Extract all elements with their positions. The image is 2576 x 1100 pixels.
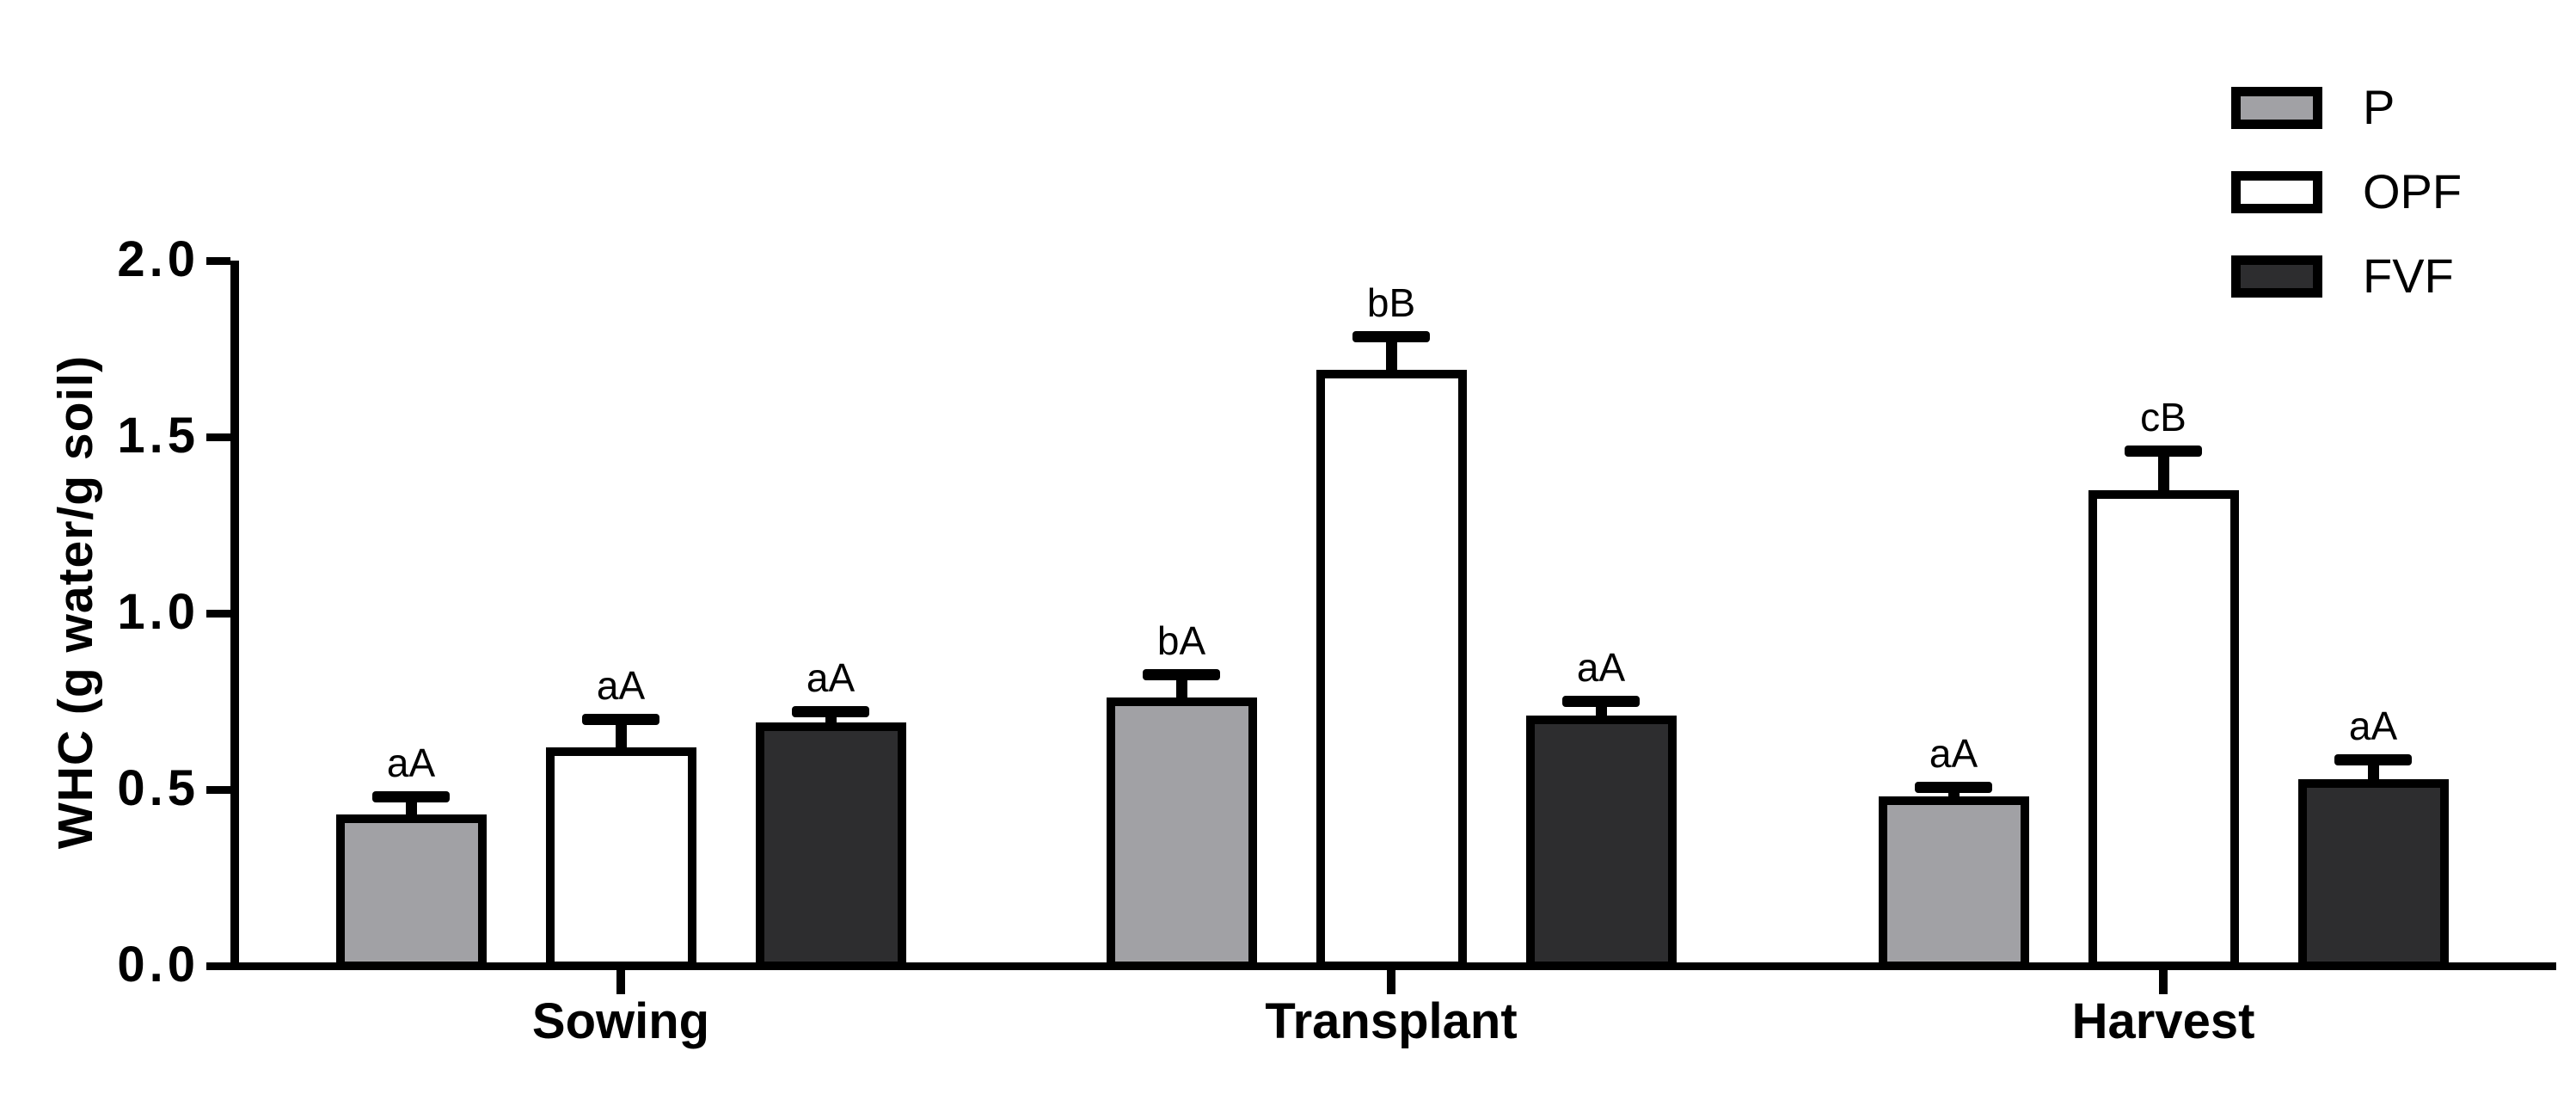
error-bar-cap [1143, 669, 1220, 681]
category-label-transplant: Transplant [1265, 993, 1518, 1049]
error-bar-stem [2367, 759, 2379, 783]
bar-p-harvest [1878, 796, 2029, 970]
significance-label: aA [596, 662, 646, 708]
error-bar-stem [1385, 336, 1397, 374]
legend-swatch-opf [2231, 171, 2322, 213]
significance-label: bA [1156, 618, 1206, 664]
category-label-sowing: Sowing [531, 993, 710, 1049]
y-tick [206, 433, 230, 441]
y-tick-label: 1.0 [117, 584, 199, 640]
bar-opf-sowing [545, 747, 696, 970]
bar-fvf-transplant [1525, 715, 1677, 970]
y-tick [206, 962, 230, 970]
error-bar-stem [2157, 451, 2169, 494]
y-tick [206, 610, 230, 618]
error-bar-cap [582, 713, 659, 725]
x-tick [1387, 970, 1395, 994]
legend-swatch-p [2231, 87, 2322, 129]
significance-label: aA [386, 740, 436, 785]
y-tick [206, 786, 230, 794]
significance-label: bB [1366, 280, 1416, 325]
significance-label: cB [2140, 394, 2187, 439]
bar-fvf-sowing [755, 722, 906, 970]
error-bar-cap [1562, 696, 1640, 707]
y-tick-label: 0.5 [117, 760, 199, 816]
significance-label: aA [2348, 703, 2398, 748]
x-tick [2159, 970, 2168, 994]
legend-label-p: P [2363, 80, 2395, 134]
y-tick-label: 1.5 [117, 408, 199, 464]
error-bar-cap [2334, 753, 2412, 765]
x-tick [616, 970, 625, 994]
significance-label: aA [1929, 731, 1978, 777]
error-bar-cap [792, 706, 869, 718]
y-tick-label: 0.0 [117, 937, 199, 992]
legend-swatch-fvf [2231, 255, 2322, 298]
bar-p-transplant [1106, 697, 1257, 970]
error-bar-cap [372, 790, 450, 802]
error-bar-stem [615, 719, 627, 751]
bar-fvf-harvest [2297, 778, 2449, 970]
y-tick-label: 2.0 [117, 231, 199, 287]
error-bar-cap [1352, 330, 1430, 342]
significance-label: aA [1576, 645, 1626, 690]
category-label-harvest: Harvest [2071, 993, 2255, 1049]
bar-opf-transplant [1316, 370, 1467, 970]
significance-label: aA [806, 655, 856, 701]
error-bar-cap [1915, 782, 1992, 794]
bar-p-sowing [335, 814, 487, 970]
error-bar-cap [2125, 445, 2202, 457]
error-bar-stem [1175, 674, 1187, 702]
y-axis-line [230, 261, 239, 970]
y-tick [206, 257, 230, 265]
legend-label-opf: OPF [2363, 164, 2463, 218]
legend-label-fvf: FVF [2363, 249, 2454, 303]
bar-opf-harvest [2088, 489, 2239, 970]
